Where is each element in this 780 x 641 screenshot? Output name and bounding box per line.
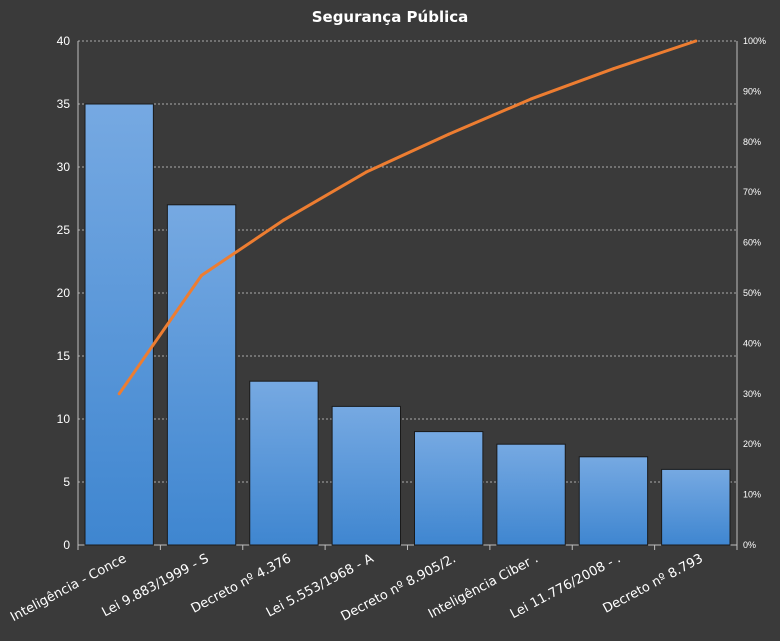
y-tick-label: 15 — [57, 349, 71, 363]
bar — [166, 204, 237, 546]
y-tick-label: 5 — [63, 475, 70, 489]
y2-tick-label: 90% — [743, 86, 761, 96]
y2-tick-label: 50% — [743, 288, 761, 298]
chart-title: Segurança Pública — [311, 8, 469, 26]
bar — [84, 103, 154, 546]
y2-tick-label: 0% — [743, 540, 756, 550]
bar — [496, 443, 566, 546]
line-point — [694, 39, 698, 43]
line-point — [200, 273, 204, 277]
y-tick-label: 10 — [57, 412, 71, 426]
y-tick-label: 40 — [57, 34, 71, 48]
bar — [661, 468, 731, 546]
bar — [331, 405, 401, 546]
y2-tick-label: 80% — [743, 137, 761, 147]
bar — [578, 456, 649, 546]
line-point — [117, 392, 121, 396]
y-tick-label: 20 — [57, 286, 71, 300]
y2-tick-label: 10% — [743, 490, 761, 500]
y2-tick-label: 100% — [743, 36, 766, 46]
y2-tick-label: 70% — [743, 187, 761, 197]
y-tick-label: 25 — [57, 223, 71, 237]
y2-tick-label: 40% — [743, 338, 761, 348]
y2-tick-label: 60% — [743, 238, 761, 248]
y2-tick-label: 20% — [743, 439, 761, 449]
line-point — [447, 132, 451, 136]
bar — [414, 431, 484, 546]
line-point — [529, 97, 533, 101]
y2-tick-label: 30% — [743, 389, 761, 399]
line-point — [282, 218, 286, 222]
y-tick-label: 35 — [57, 97, 71, 111]
line-point — [611, 67, 615, 71]
y-tick-label: 30 — [57, 160, 71, 174]
bar — [249, 380, 319, 546]
y-tick-label: 0 — [63, 538, 70, 552]
line-point — [364, 170, 368, 174]
cumulative-line — [117, 39, 697, 395]
